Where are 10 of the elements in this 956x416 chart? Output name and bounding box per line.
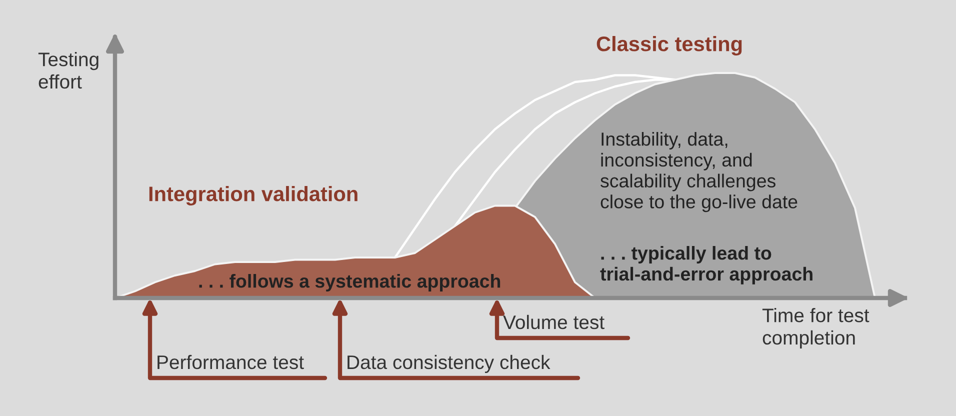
annotation: . . . follows a systematic approach — [199, 274, 500, 292]
annotation: Instability, data, inconsistency, and scalability challenges close to the go-live date — [600, 132, 798, 212]
x-axis-title: Time for test completion — [762, 308, 870, 348]
y-axis-title: Testing effort — [38, 52, 98, 89]
text: Data consistency check — [348, 354, 550, 373]
annotation: . . . typically lead to trial-and-error approach — [600, 246, 812, 284]
text: Volume test — [503, 314, 604, 330]
annotation: Integration validation — [149, 186, 358, 206]
text: Classic testing — [596, 36, 742, 56]
text: Performance test — [158, 354, 304, 370]
